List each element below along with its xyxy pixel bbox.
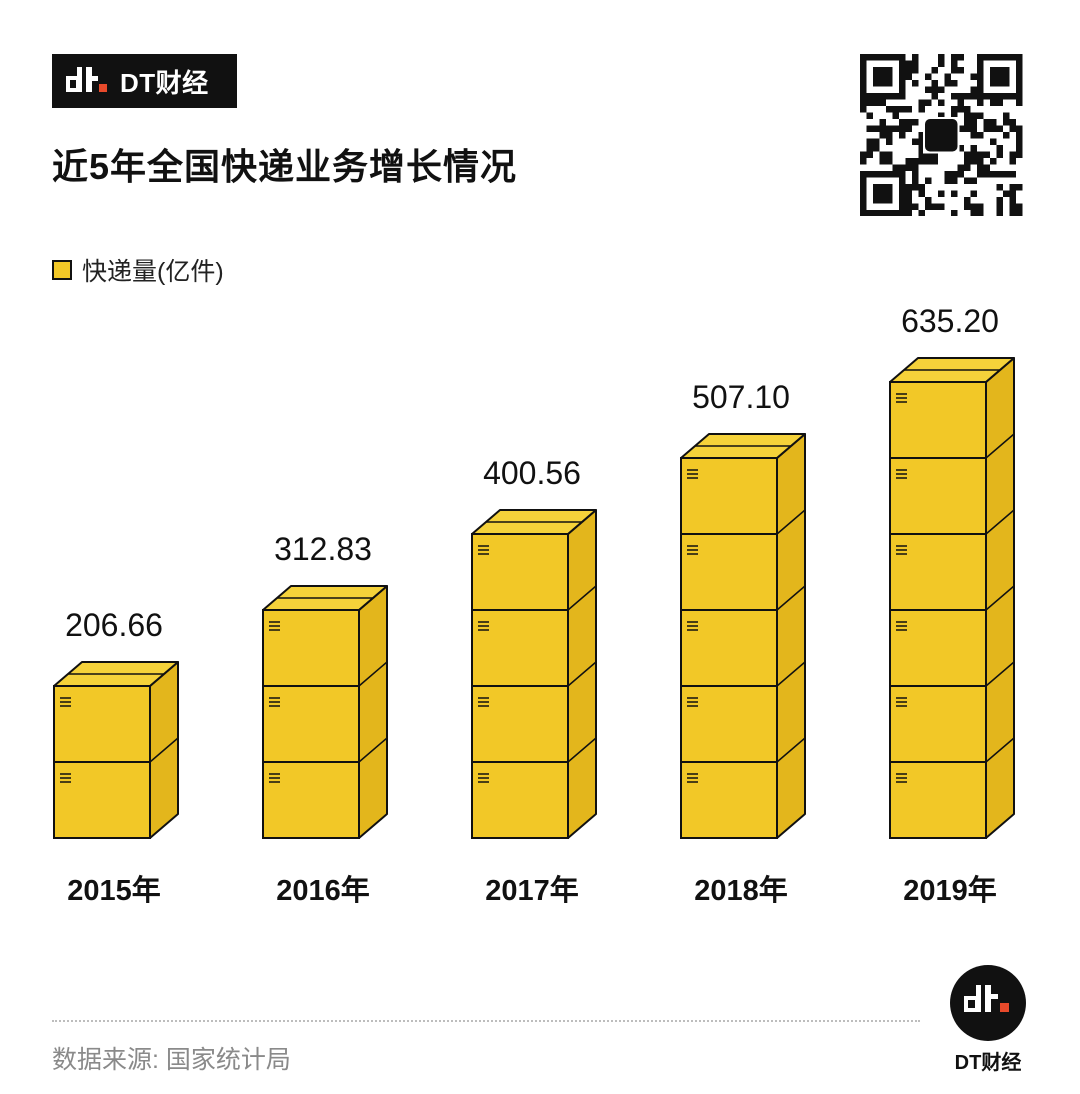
box-side-seam xyxy=(567,661,597,687)
bar xyxy=(680,433,806,839)
box-side-seam xyxy=(149,737,179,763)
divider xyxy=(52,1020,920,1022)
legend: 快递量(亿件) xyxy=(52,252,224,288)
box-side-seam xyxy=(358,661,388,687)
qr-code-icon xyxy=(860,54,1023,216)
box-side-seam xyxy=(776,585,806,611)
bar xyxy=(889,357,1015,839)
source-note: 数据来源: 国家统计局 xyxy=(52,1046,291,1074)
box-side-seam xyxy=(985,661,1015,687)
x-tick-label: 2018年 xyxy=(694,873,788,907)
x-tick-label: 2017年 xyxy=(485,873,579,907)
dt-logo-icon xyxy=(66,67,107,92)
box-side-seam xyxy=(985,433,1015,459)
box-side-seam xyxy=(776,509,806,535)
box-front xyxy=(889,457,987,535)
box-side-seam xyxy=(149,661,179,687)
data-label: 312.83 xyxy=(274,531,372,567)
dt-round-logo-icon xyxy=(950,965,1026,1041)
brand-name: DT财经 xyxy=(120,67,209,98)
box-side-seam xyxy=(567,737,597,763)
bar xyxy=(471,509,597,839)
box-side-seam xyxy=(985,585,1015,611)
box-side-seam xyxy=(985,509,1015,535)
box-front xyxy=(471,761,569,839)
box-side-seam xyxy=(985,357,1015,383)
bar-side-face xyxy=(358,585,388,839)
box-side-seam xyxy=(776,737,806,763)
footer-logo-text: DT财经 xyxy=(954,1052,1022,1074)
bar xyxy=(262,585,388,839)
x-tick-label: 2015年 xyxy=(67,873,161,907)
box-side-seam xyxy=(358,737,388,763)
box-side-seam xyxy=(776,661,806,687)
box-side-seam xyxy=(985,737,1015,763)
x-tick-label: 2016年 xyxy=(276,873,370,907)
page-title: 近5年全国快递业务增长情况 xyxy=(52,146,518,187)
bar xyxy=(53,661,179,839)
x-tick-label: 2019年 xyxy=(903,873,997,907)
data-label: 507.10 xyxy=(692,379,790,415)
data-label: 206.66 xyxy=(65,607,163,643)
data-label: 635.20 xyxy=(901,303,999,339)
box-side-seam xyxy=(567,509,597,535)
bar-side-face xyxy=(776,433,806,839)
legend-label: 快递量(亿件) xyxy=(82,258,224,286)
data-label: 400.56 xyxy=(483,455,581,491)
box-side-seam xyxy=(567,585,597,611)
brand-badge: DT财经 xyxy=(52,54,237,108)
legend-swatch xyxy=(52,260,72,280)
box-side-seam xyxy=(358,585,388,611)
box-side-seam xyxy=(776,433,806,459)
